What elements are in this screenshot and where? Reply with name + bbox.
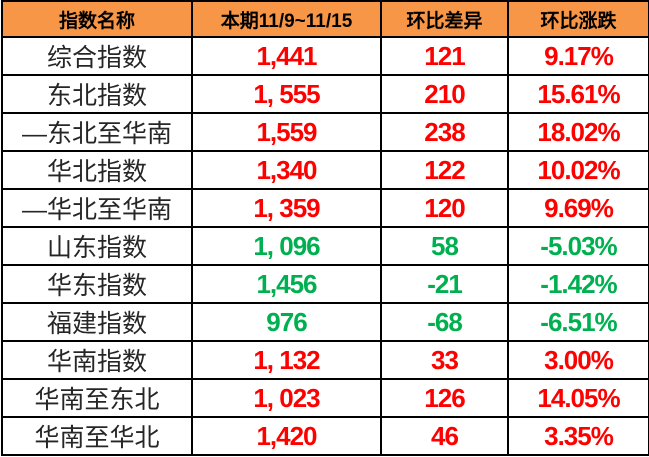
- change-percent-cell: 14.05%: [507, 378, 649, 418]
- index-name-cell: 综合指数: [1, 36, 193, 76]
- diff-value-cell: -68: [380, 302, 509, 342]
- current-value-cell: 1,340: [191, 150, 382, 190]
- current-value-cell: 1,441: [191, 36, 382, 76]
- index-name-cell: 福建指数: [1, 302, 193, 342]
- table-row: 华东指数 1,456 -21 -1.42%: [1, 264, 649, 304]
- table-row: 山东指数 1, 096 58 -5.03%: [1, 226, 649, 266]
- change-percent-cell: 9.17%: [507, 36, 649, 76]
- index-name-cell: 华南指数: [1, 340, 193, 380]
- change-percent-cell: -1.42%: [507, 264, 649, 304]
- table-row: 华南至东北 1, 023 126 14.05%: [1, 378, 649, 418]
- index-name-cell: 华北指数: [1, 150, 193, 190]
- change-percent-cell: 15.61%: [507, 74, 649, 114]
- index-name-cell: 山东指数: [1, 226, 193, 266]
- change-percent-cell: -6.51%: [507, 302, 649, 342]
- table-row: 福建指数 976 -68 -6.51%: [1, 302, 649, 342]
- change-percent-cell: -5.03%: [507, 226, 649, 266]
- change-percent-cell: 3.35%: [507, 416, 649, 456]
- diff-value-cell: 122: [380, 150, 509, 190]
- diff-value-cell: 33: [380, 340, 509, 380]
- index-name-cell: 华南至东北: [1, 378, 193, 418]
- diff-value-cell: 126: [380, 378, 509, 418]
- diff-value-cell: -21: [380, 264, 509, 304]
- current-value-cell: 976: [191, 302, 382, 342]
- index-name-cell: —华北至华南: [1, 188, 193, 228]
- column-header-mom-change: 环比涨跌: [507, 0, 649, 38]
- table-row: —东北至华南 1,559 238 18.02%: [1, 112, 649, 152]
- change-percent-cell: 3.00%: [507, 340, 649, 380]
- index-name-cell: 东北指数: [1, 74, 193, 114]
- index-name-cell: 华东指数: [1, 264, 193, 304]
- table-row: 华南至华北 1,420 46 3.35%: [1, 416, 649, 456]
- change-percent-cell: 18.02%: [507, 112, 649, 152]
- current-value-cell: 1, 359: [191, 188, 382, 228]
- table-row: 东北指数 1, 555 210 15.61%: [1, 74, 649, 114]
- diff-value-cell: 120: [380, 188, 509, 228]
- diff-value-cell: 121: [380, 36, 509, 76]
- index-name-cell: —东北至华南: [1, 112, 193, 152]
- table-row: —华北至华南 1, 359 120 9.69%: [1, 188, 649, 228]
- diff-value-cell: 46: [380, 416, 509, 456]
- header-row: 指数名称 本期11/9~11/15 环比差异 环比涨跌: [1, 0, 649, 38]
- table-row: 综合指数 1,441 121 9.17%: [1, 36, 649, 76]
- table-row: 华北指数 1,340 122 10.02%: [1, 150, 649, 190]
- change-percent-cell: 10.02%: [507, 150, 649, 190]
- diff-value-cell: 58: [380, 226, 509, 266]
- current-value-cell: 1,456: [191, 264, 382, 304]
- diff-value-cell: 210: [380, 74, 509, 114]
- index-name-cell: 华南至华北: [1, 416, 193, 456]
- current-value-cell: 1,559: [191, 112, 382, 152]
- column-header-mom-diff: 环比差异: [380, 0, 509, 38]
- current-value-cell: 1, 096: [191, 226, 382, 266]
- change-percent-cell: 9.69%: [507, 188, 649, 228]
- column-header-current-period: 本期11/9~11/15: [191, 0, 382, 38]
- column-header-index-name: 指数名称: [1, 0, 193, 38]
- current-value-cell: 1, 555: [191, 74, 382, 114]
- diff-value-cell: 238: [380, 112, 509, 152]
- current-value-cell: 1, 023: [191, 378, 382, 418]
- current-value-cell: 1, 132: [191, 340, 382, 380]
- current-value-cell: 1,420: [191, 416, 382, 456]
- table-row: 华南指数 1, 132 33 3.00%: [1, 340, 649, 380]
